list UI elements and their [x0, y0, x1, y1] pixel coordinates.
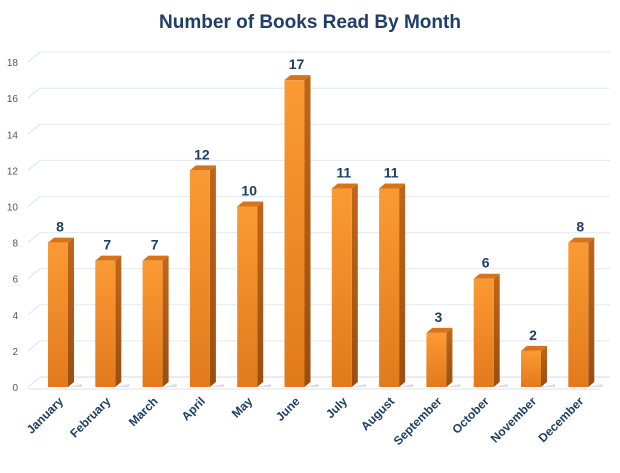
- y-tick-label: 6: [12, 275, 18, 286]
- x-tick-label: December: [535, 394, 586, 445]
- bar-april: 12: [189, 146, 224, 387]
- x-tick-label: July: [323, 394, 350, 421]
- y-tick-label: 4: [12, 311, 18, 322]
- x-tick-label: April: [179, 394, 208, 423]
- bar-january: 8: [48, 219, 82, 387]
- bar-may: 10: [237, 183, 272, 387]
- y-tick-label: 14: [7, 130, 19, 141]
- bar-march: 7: [142, 237, 177, 387]
- data-label: 6: [482, 255, 490, 271]
- x-tick-label: September: [391, 394, 445, 448]
- y-tick-label: 0: [12, 383, 18, 394]
- data-label: 10: [241, 183, 257, 199]
- data-label: 11: [336, 164, 351, 180]
- y-tick-label: 12: [7, 166, 19, 177]
- gridline: [27, 51, 610, 63]
- bar-october: 6: [473, 255, 508, 387]
- gridline: [27, 232, 610, 243]
- x-tick-label: February: [67, 394, 113, 440]
- y-tick-label: 16: [7, 94, 19, 105]
- y-axis: 0 2 4 6 8 10 12 14 16 18: [7, 58, 19, 394]
- data-label: 3: [435, 309, 443, 325]
- data-label: 8: [576, 219, 584, 235]
- data-label: 8: [56, 219, 64, 235]
- bars: 8 7 7 12 10 17 11 11 3 6 2 8: [48, 56, 603, 388]
- x-tick-label: June: [273, 394, 303, 424]
- bar-september: 3: [426, 309, 461, 387]
- data-label: 2: [529, 327, 537, 343]
- y-tick-label: 2: [12, 347, 18, 358]
- chart-title: Number of Books Read By Month: [159, 12, 461, 33]
- gridline: [27, 159, 610, 171]
- data-label: 12: [194, 146, 210, 162]
- y-tick-label: 8: [12, 239, 18, 250]
- data-label: 17: [289, 56, 305, 72]
- data-label: 11: [384, 164, 399, 180]
- x-tick-label: October: [449, 394, 492, 437]
- y-tick-label: 10: [7, 203, 19, 214]
- bar-february: 7: [95, 237, 130, 387]
- x-tick-label: January: [24, 394, 67, 437]
- gridline: [27, 268, 610, 280]
- data-label: 7: [151, 237, 159, 253]
- gridline: [27, 123, 610, 135]
- x-tick-label: August: [358, 394, 397, 433]
- x-tick-label: March: [126, 394, 161, 429]
- data-label: 7: [103, 237, 111, 253]
- gridline: [27, 87, 610, 99]
- y-tick-label: 18: [7, 58, 19, 69]
- x-tick-label: November: [488, 394, 540, 446]
- gridlines: [27, 51, 610, 390]
- x-tick-label: May: [229, 394, 256, 421]
- bar-november: 2: [521, 327, 555, 387]
- gridline: [27, 196, 610, 207]
- gridline: [27, 376, 610, 388]
- gridline: [27, 304, 610, 316]
- bar-december: 8: [568, 219, 603, 387]
- gridline: [27, 340, 610, 352]
- bar-july: 11: [331, 164, 366, 387]
- bar-june: 17: [284, 56, 319, 388]
- bar-august: 11: [379, 164, 414, 387]
- x-axis: January February March April May June July Augu…: [24, 394, 587, 448]
